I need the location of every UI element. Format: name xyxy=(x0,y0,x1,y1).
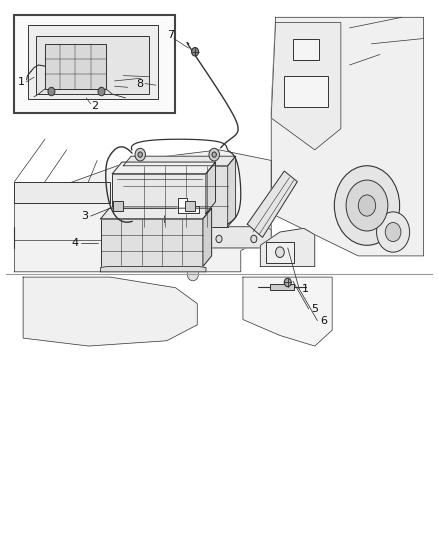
Bar xyxy=(45,44,106,89)
Bar xyxy=(266,241,294,263)
Text: 7: 7 xyxy=(167,30,174,40)
Circle shape xyxy=(187,254,198,268)
Polygon shape xyxy=(206,162,215,214)
Text: 1: 1 xyxy=(302,284,309,294)
Circle shape xyxy=(209,148,219,161)
Polygon shape xyxy=(14,150,271,272)
Bar xyxy=(14,14,176,113)
Circle shape xyxy=(187,235,198,249)
Circle shape xyxy=(276,247,284,257)
Circle shape xyxy=(187,267,198,281)
Polygon shape xyxy=(203,208,212,266)
Polygon shape xyxy=(178,198,199,214)
Circle shape xyxy=(187,248,198,262)
Polygon shape xyxy=(101,266,206,272)
Text: 4: 4 xyxy=(71,238,78,248)
Circle shape xyxy=(187,229,198,243)
Polygon shape xyxy=(23,277,197,346)
Polygon shape xyxy=(228,156,236,227)
Circle shape xyxy=(187,261,198,274)
Circle shape xyxy=(377,212,410,252)
Circle shape xyxy=(385,222,401,241)
Bar xyxy=(185,201,195,211)
Circle shape xyxy=(212,152,216,157)
Circle shape xyxy=(191,47,198,56)
Polygon shape xyxy=(243,277,332,346)
Circle shape xyxy=(135,148,145,161)
Bar xyxy=(293,38,319,60)
Bar xyxy=(101,219,203,266)
Polygon shape xyxy=(271,17,424,256)
Text: 6: 6 xyxy=(320,316,327,326)
Bar xyxy=(14,182,110,203)
Polygon shape xyxy=(101,208,212,219)
Text: 1: 1 xyxy=(18,77,25,87)
Bar xyxy=(113,201,123,211)
Bar xyxy=(28,25,158,100)
Circle shape xyxy=(116,235,122,243)
Circle shape xyxy=(187,241,198,255)
Bar xyxy=(270,284,294,290)
Circle shape xyxy=(151,235,157,243)
Polygon shape xyxy=(260,228,315,266)
Polygon shape xyxy=(123,156,236,166)
Bar xyxy=(284,76,328,108)
Circle shape xyxy=(216,235,222,243)
Text: 8: 8 xyxy=(136,78,143,88)
Polygon shape xyxy=(106,227,271,248)
Polygon shape xyxy=(271,22,341,150)
Text: 2: 2 xyxy=(92,101,99,111)
Bar xyxy=(36,36,149,94)
Circle shape xyxy=(346,180,388,231)
Text: 5: 5 xyxy=(311,304,318,314)
Circle shape xyxy=(138,152,142,157)
Bar xyxy=(113,174,206,214)
Circle shape xyxy=(48,87,55,96)
Circle shape xyxy=(358,195,376,216)
Polygon shape xyxy=(247,171,297,237)
Circle shape xyxy=(187,222,198,236)
Circle shape xyxy=(98,87,105,96)
Polygon shape xyxy=(113,162,215,174)
Circle shape xyxy=(251,235,257,243)
Circle shape xyxy=(284,278,291,287)
Text: 3: 3 xyxy=(81,211,88,221)
Circle shape xyxy=(334,166,399,245)
Bar xyxy=(123,166,228,227)
